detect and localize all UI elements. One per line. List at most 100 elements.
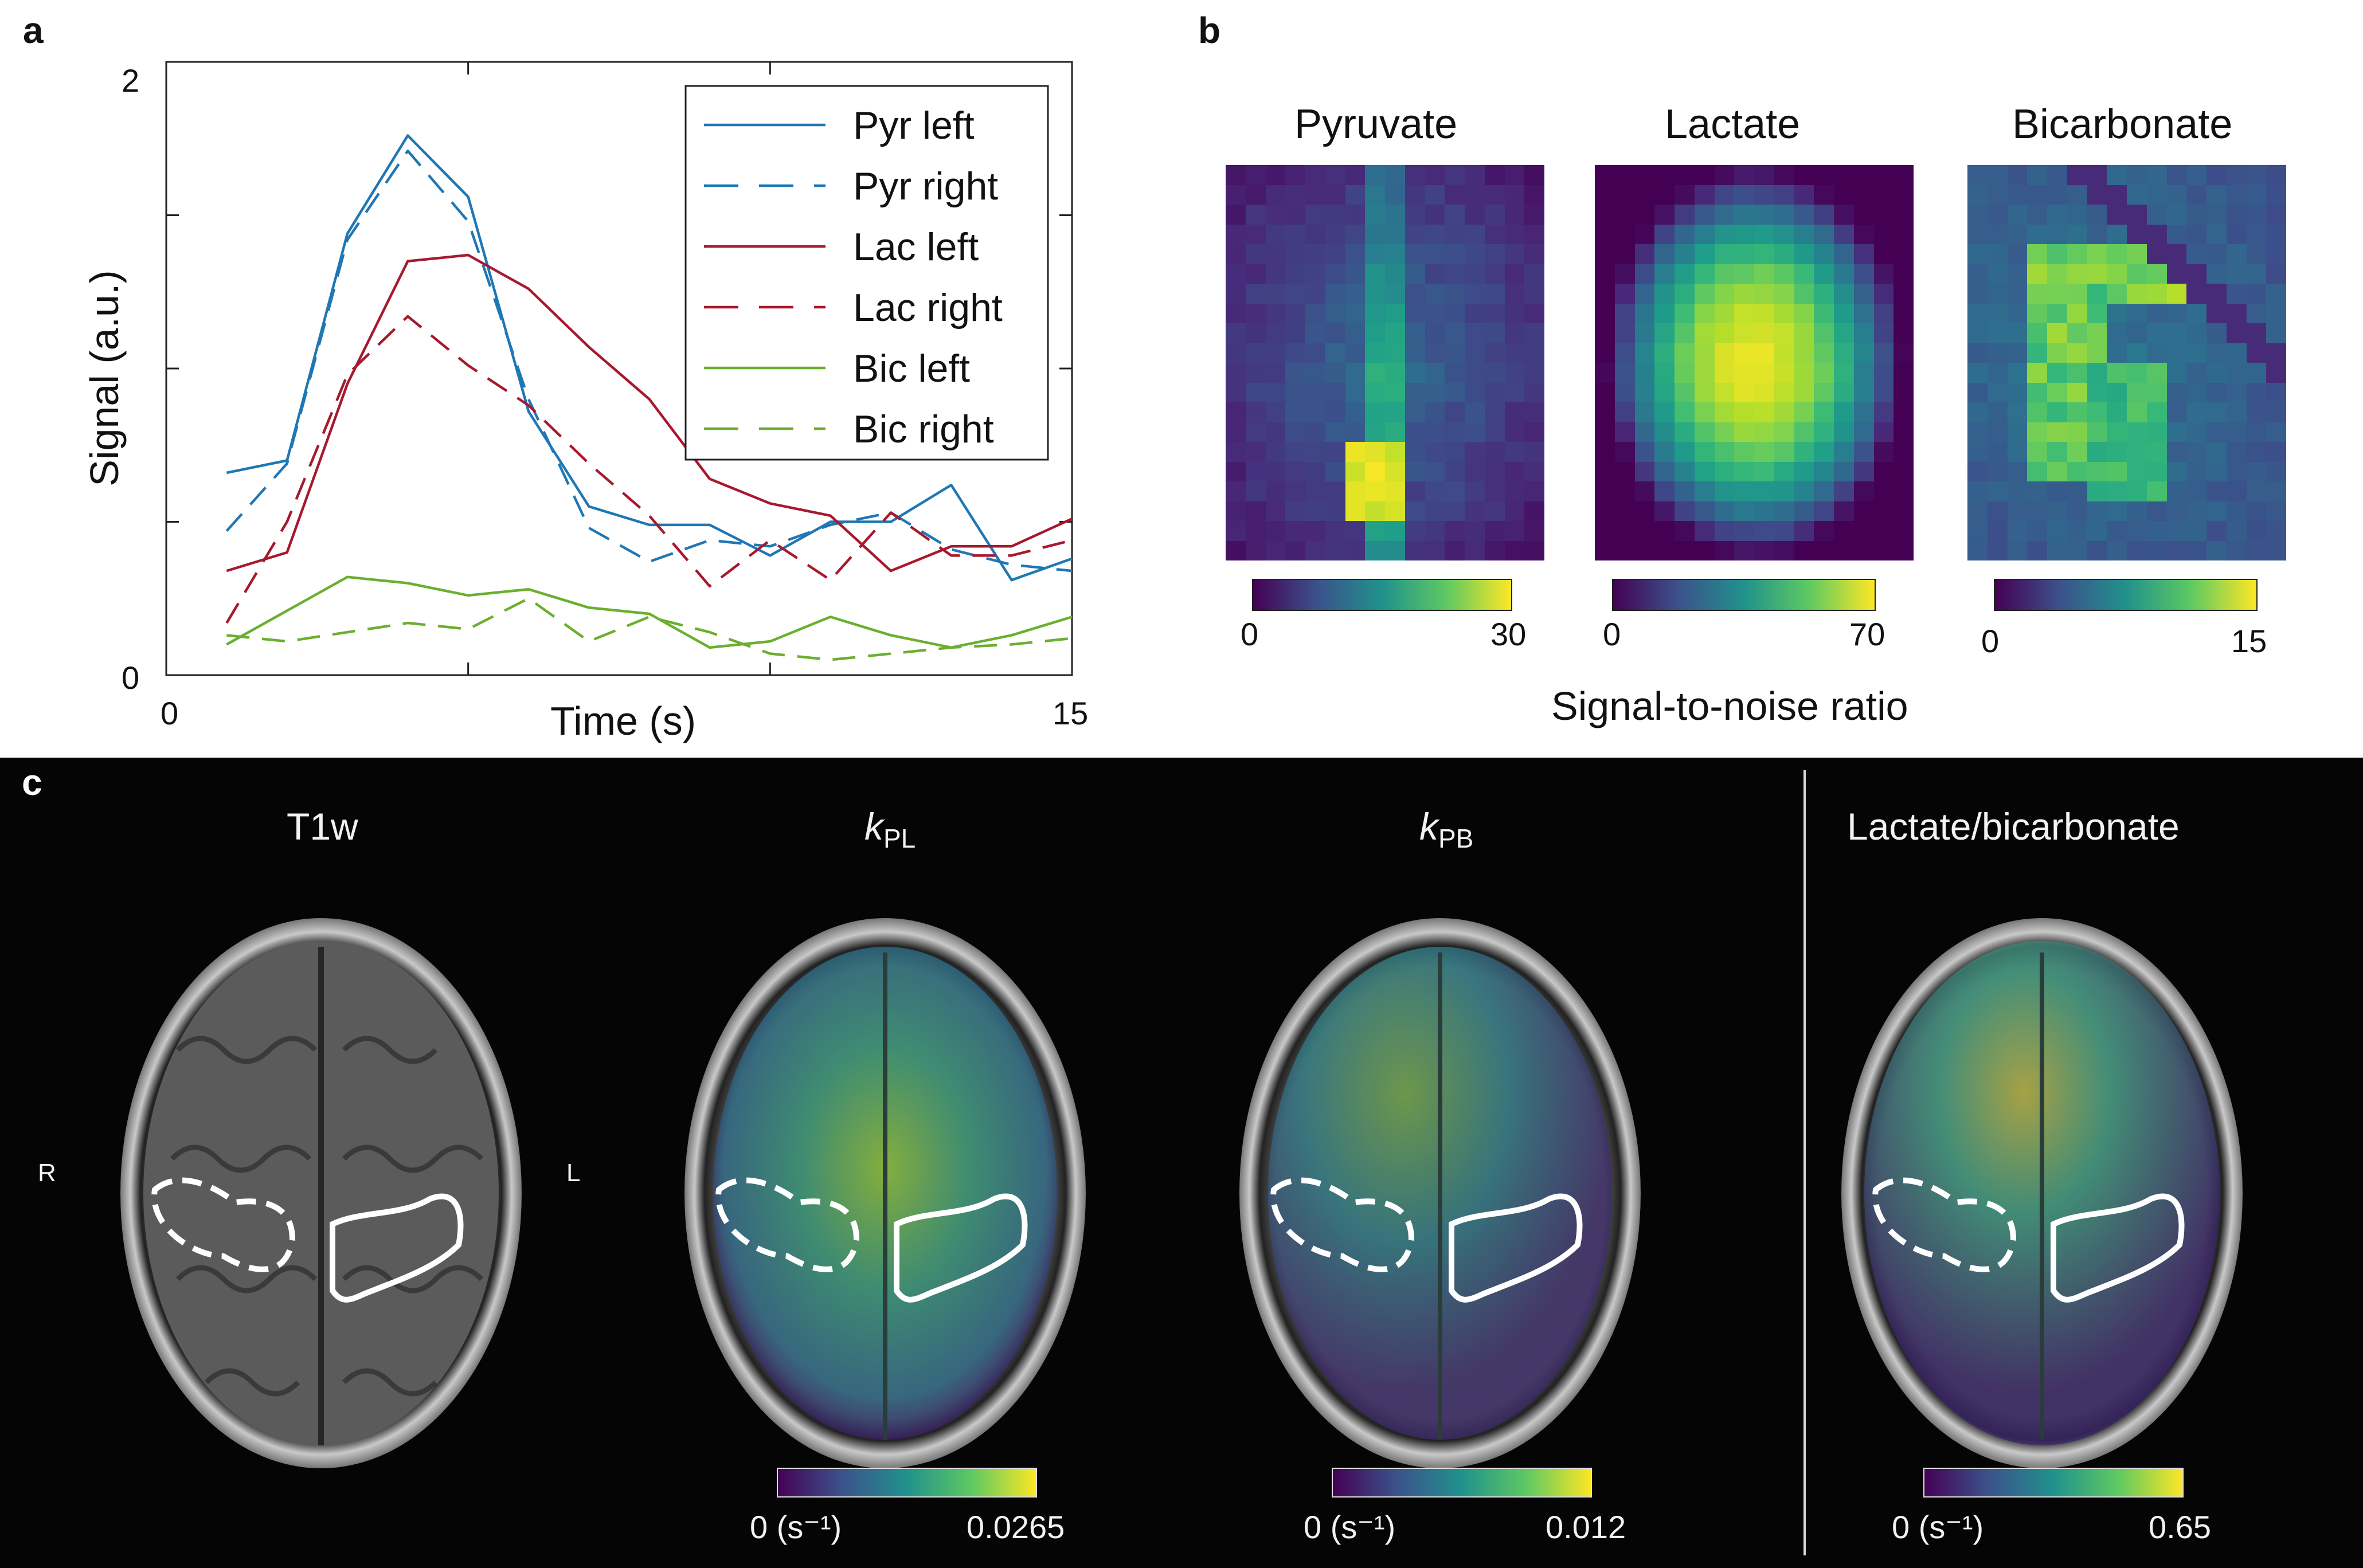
series-line [225, 315, 1073, 624]
heatmap-pixel [1325, 501, 1345, 521]
heatmap-pixel [2246, 284, 2267, 304]
heatmap-pixel [2067, 343, 2087, 363]
colorbar-max: 0.012 [1546, 1509, 1626, 1545]
heatmap-pixel [2186, 382, 2206, 402]
heatmap-pixel [1834, 303, 1854, 323]
heatmap-pixel [1694, 540, 1715, 560]
heatmap-pixel [2007, 442, 2028, 462]
heatmap-pixel [1285, 205, 1305, 225]
heatmap-pixel [1834, 165, 1854, 185]
heatmap-pixel [2127, 540, 2147, 560]
heatmap-pixel [1325, 185, 1345, 205]
heatmap-pixel [2166, 521, 2187, 541]
heatmap-pixel [1504, 382, 1525, 402]
heatmap-pixel [1634, 165, 1655, 185]
heatmap-pixel [1465, 185, 1485, 205]
heatmap-pixel [1853, 343, 1874, 363]
heatmap-pixel [1734, 343, 1754, 363]
heatmap-pixel [1834, 442, 1854, 462]
heatmap-pixel [1524, 442, 1544, 462]
heatmap-pixel [1834, 402, 1854, 422]
heatmap-pixel [1794, 402, 1814, 422]
heatmap-pixel [1794, 244, 1814, 264]
heatmap-pixel [1595, 343, 1615, 363]
heatmap-pixel [1634, 303, 1655, 323]
heatmap-pixel [1834, 382, 1854, 402]
colorbar-min: 0 (s⁻¹) [1304, 1509, 1396, 1545]
heatmap-pixel [2127, 264, 2147, 284]
heatmap-pixel [2206, 284, 2227, 304]
heatmap-pixel [2266, 540, 2286, 560]
heatmap-pixel [2206, 323, 2227, 343]
heatmap-pixel [1714, 540, 1735, 560]
heatmap-pixel [1305, 224, 1325, 244]
colorbar-min: 0 (s⁻¹) [750, 1509, 842, 1545]
heatmap-pixel [2266, 461, 2286, 481]
heatmap-pixel [1425, 461, 1445, 481]
heatmap-pixel [1504, 323, 1525, 343]
heatmap-pixel [1504, 521, 1525, 541]
heatmap-pixel [1504, 422, 1525, 442]
heatmap-pixel [2186, 481, 2206, 501]
heatmap-pixel [2266, 205, 2286, 225]
kpb-title-sub: PB [1438, 824, 1474, 854]
heatmap-pixel [1465, 244, 1485, 264]
heatmap-pixel [1675, 323, 1695, 343]
heatmap-pixel [1595, 540, 1615, 560]
heatmap-pixel [2266, 264, 2286, 284]
heatmap-pixel [1345, 422, 1366, 442]
heatmap-pixel [1873, 323, 1894, 343]
heatmap-pixel [2007, 323, 2028, 343]
heatmap-pixel [1445, 165, 1465, 185]
heatmap-pixel [1385, 461, 1405, 481]
heatmap-pixel [1445, 284, 1465, 304]
heatmap-pixel [1675, 521, 1695, 541]
heatmap-pixel [1774, 442, 1794, 462]
heatmap-pixel [2146, 284, 2167, 304]
heatmap-pixel [1834, 481, 1854, 501]
heatmap-pixel [2226, 442, 2247, 462]
heatmap-pixel [2146, 165, 2167, 185]
heatmap-pixel [2226, 382, 2247, 402]
heatmap-pixel [1834, 363, 1854, 383]
heatmap-pixel [2246, 521, 2267, 541]
heatmap-pixel [2107, 481, 2127, 501]
heatmap-pixel [1714, 402, 1735, 422]
heatmap-pixel [1305, 402, 1325, 422]
heatmap-pixel [2007, 165, 2028, 185]
heatmap-pixel [2127, 205, 2147, 225]
heatmap-pixel [2266, 284, 2286, 304]
heatmap-pixel [1365, 422, 1385, 442]
heatmap-pixel [1794, 481, 1814, 501]
heatmap-pixel [2206, 363, 2227, 383]
heatmap-pixel [2127, 442, 2147, 462]
heatmap-pixel [1365, 284, 1385, 304]
heatmap-pixel [1794, 264, 1814, 284]
heatmap-pixel [1814, 323, 1834, 343]
heatmap-pixel [1714, 244, 1735, 264]
heatmap-pixel [2266, 501, 2286, 521]
heatmap-pixel [1365, 303, 1385, 323]
heatmap-pixel [1504, 224, 1525, 244]
heatmap-pixel [1325, 323, 1345, 343]
heatmap-pixel [1634, 363, 1655, 383]
heatmap-pixel [1504, 165, 1525, 185]
heatmap-pixel [1873, 363, 1894, 383]
heatmap-pixel [2146, 323, 2167, 343]
heatmap-pixel [2087, 343, 2107, 363]
heatmap-pixel [2266, 185, 2286, 205]
heatmap-pixel [1694, 363, 1715, 383]
heatmap-pixel [1285, 303, 1305, 323]
heatmap-pixel [1405, 382, 1425, 402]
heatmap-pixel [2107, 264, 2127, 284]
heatmap-pixel [1853, 165, 1874, 185]
heatmap-pixel [1814, 481, 1834, 501]
heatmap-pixel [1265, 501, 1286, 521]
heatmap-pixel [1325, 165, 1345, 185]
heatmap-pixel [1484, 422, 1505, 442]
heatmap-pixel [2226, 343, 2247, 363]
heatmap-pixel [1634, 323, 1655, 343]
heatmap-pixel [1754, 323, 1774, 343]
heatmap-pixel [1714, 461, 1735, 481]
heatmap-pixel [1794, 224, 1814, 244]
